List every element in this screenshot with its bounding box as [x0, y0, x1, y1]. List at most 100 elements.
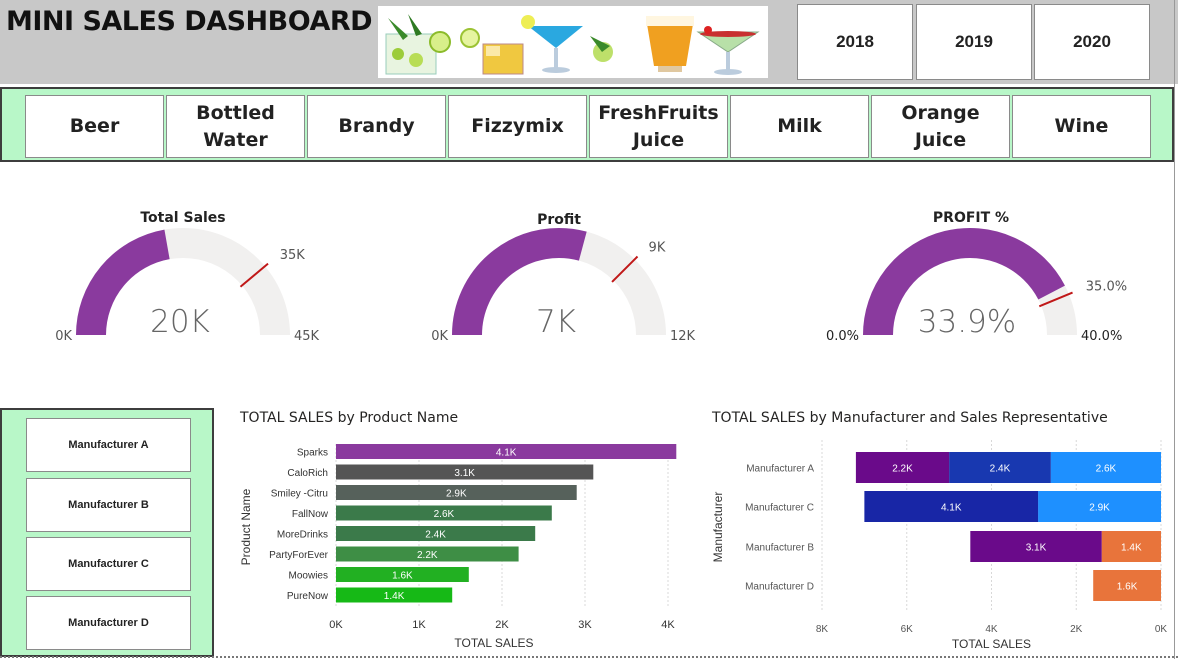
product-button-fizzymix[interactable]: Fizzymix	[448, 95, 587, 158]
product-slicer: Beer Bottled Water Brandy Fizzymix Fresh…	[0, 87, 1174, 162]
chart-sales-by-product: 0K 1K 2K 3K 4K Sparks 4.1K CaloRich 3.1K Smiley -…	[239, 444, 677, 650]
gauge-value-label: 7K	[536, 304, 576, 340]
y-tick-label: MoreDrinks	[277, 530, 328, 541]
chart-title-manufacturer-sales: TOTAL SALES by Manufacturer and Sales Re…	[712, 410, 1108, 426]
data-label: 2.6K	[1096, 464, 1117, 475]
dashboard-title: MINI SALES DASHBOARD	[6, 6, 373, 37]
gauge-value-label: 33.9%	[918, 304, 1016, 340]
product-label: Wine	[1054, 115, 1109, 138]
x-tick-label: 0K	[329, 619, 343, 631]
data-label: 2.9K	[1089, 503, 1110, 514]
gauge-min-label: 0.0%	[826, 329, 859, 344]
product-label: Fizzymix	[471, 115, 564, 138]
gauge-title-total-sales: Total Sales	[140, 210, 226, 226]
stacked-bar-segment	[1038, 491, 1161, 522]
x-tick-label: 2K	[495, 619, 509, 631]
page-bottom-divider	[0, 656, 1178, 658]
gauge-target-marker	[1038, 291, 1073, 308]
y-tick-label: Manufacturer D	[745, 582, 814, 593]
manufacturer-button-d[interactable]: Manufacturer D	[26, 596, 191, 650]
gauge-fill	[452, 228, 587, 336]
chart-sales-by-manufacturer: 8K 6K 4K 2K 0K Manufacturer A 2.6K 2.4K 2.2K Manu…	[711, 440, 1168, 651]
product-button-bottled-water[interactable]: Bottled Water	[166, 95, 305, 158]
gauge-fill	[76, 229, 171, 336]
bar	[336, 546, 519, 562]
mint-lime-icon	[590, 36, 613, 62]
mojito-glass-icon	[385, 14, 480, 75]
product-label: Milk	[777, 115, 822, 138]
product-button-milk[interactable]: Milk	[730, 95, 869, 158]
gauge-fill	[863, 228, 1065, 336]
year-button-2020[interactable]: 2020	[1034, 4, 1150, 80]
red-cocktail-icon	[696, 26, 760, 75]
gauge-max-label: 12K	[670, 329, 696, 344]
stacked-bar-segment	[1050, 452, 1161, 483]
data-label: 1.4K	[384, 591, 405, 602]
gauge-max-label: 40.0%	[1081, 329, 1122, 344]
bar	[336, 505, 552, 521]
gauge-target-marker	[611, 255, 639, 283]
bar	[336, 485, 577, 500]
product-label: Bottled Water	[196, 101, 275, 151]
gauge-value-label: 20K	[150, 304, 210, 340]
x-tick-label: 0K	[1155, 624, 1168, 635]
product-button-wine[interactable]: Wine	[1012, 95, 1151, 158]
y-tick-label: PartyForEver	[269, 550, 329, 561]
data-label: 2.2K	[892, 464, 913, 475]
gauge-min-label: 0K	[55, 329, 72, 344]
header-bar: MINI SALES DASHBOARD	[0, 0, 1178, 84]
data-label: 1.6K	[1117, 582, 1138, 593]
year-button-2018[interactable]: 2018	[797, 4, 913, 80]
y-tick-label: Manufacturer A	[746, 464, 814, 475]
drinks-banner-image	[378, 6, 768, 78]
bar	[336, 567, 469, 582]
year-button-2019[interactable]: 2019	[916, 4, 1032, 80]
x-tick-label: 2K	[1070, 624, 1083, 635]
gauge-total-sales: 35K 20K 0K 45K	[55, 228, 320, 344]
x-axis-title: TOTAL SALES	[454, 636, 533, 650]
product-button-orange-juice[interactable]: Orange Juice	[871, 95, 1010, 158]
blue-cocktail-icon	[521, 15, 583, 73]
x-tick-label: 4K	[985, 624, 998, 635]
data-label: 3.1K	[454, 468, 475, 479]
manufacturer-button-b[interactable]: Manufacturer B	[26, 478, 191, 532]
gauge-max-label: 45K	[294, 329, 320, 344]
y-tick-label: Moowies	[289, 571, 328, 582]
gauge-target-label: 35.0%	[1086, 280, 1127, 295]
page-right-border	[1174, 0, 1175, 659]
stacked-bar-segment	[949, 452, 1051, 483]
data-label: 1.6K	[392, 571, 413, 582]
product-label: Beer	[69, 115, 120, 138]
chart-title-product-sales: TOTAL SALES by Product Name	[240, 410, 459, 426]
y-tick-label: FallNow	[292, 509, 329, 520]
manufacturer-button-a[interactable]: Manufacturer A	[26, 418, 191, 472]
stacked-bar-segment	[1093, 570, 1161, 601]
product-button-brandy[interactable]: Brandy	[307, 95, 446, 158]
y-tick-label: Manufacturer B	[746, 543, 815, 554]
x-tick-label: 6K	[901, 624, 914, 635]
data-label: 1.4K	[1121, 543, 1142, 554]
data-label: 4.1K	[941, 503, 962, 514]
stacked-bar-segment	[1101, 531, 1161, 562]
bar	[336, 444, 677, 459]
data-label: 2.9K	[446, 489, 467, 500]
product-button-beer[interactable]: Beer	[25, 95, 164, 158]
product-label: FreshFruits Juice	[598, 101, 719, 151]
y-tick-label: Smiley -Citru	[271, 489, 328, 500]
x-axis-title: TOTAL SALES	[952, 637, 1031, 651]
bar	[336, 587, 453, 603]
gauge-profit: 9K 7K 0K 12K	[431, 228, 696, 344]
manufacturer-slicer: Manufacturer A Manufacturer B Manufactur…	[0, 408, 214, 657]
data-label: 2.4K	[990, 464, 1011, 475]
y-tick-label: CaloRich	[287, 468, 328, 479]
x-tick-label: 4K	[661, 619, 675, 631]
product-button-freshfruits-juice[interactable]: FreshFruits Juice	[589, 95, 728, 158]
x-tick-label: 8K	[816, 624, 829, 635]
manufacturer-button-c[interactable]: Manufacturer C	[26, 537, 191, 591]
gauge-title-profit: Profit	[537, 212, 581, 228]
gauge-min-label: 0K	[431, 329, 448, 344]
bar	[336, 464, 594, 480]
data-label: 2.6K	[434, 509, 455, 520]
y-axis-title: Product Name	[239, 488, 253, 565]
gauge-target-marker	[239, 262, 269, 288]
